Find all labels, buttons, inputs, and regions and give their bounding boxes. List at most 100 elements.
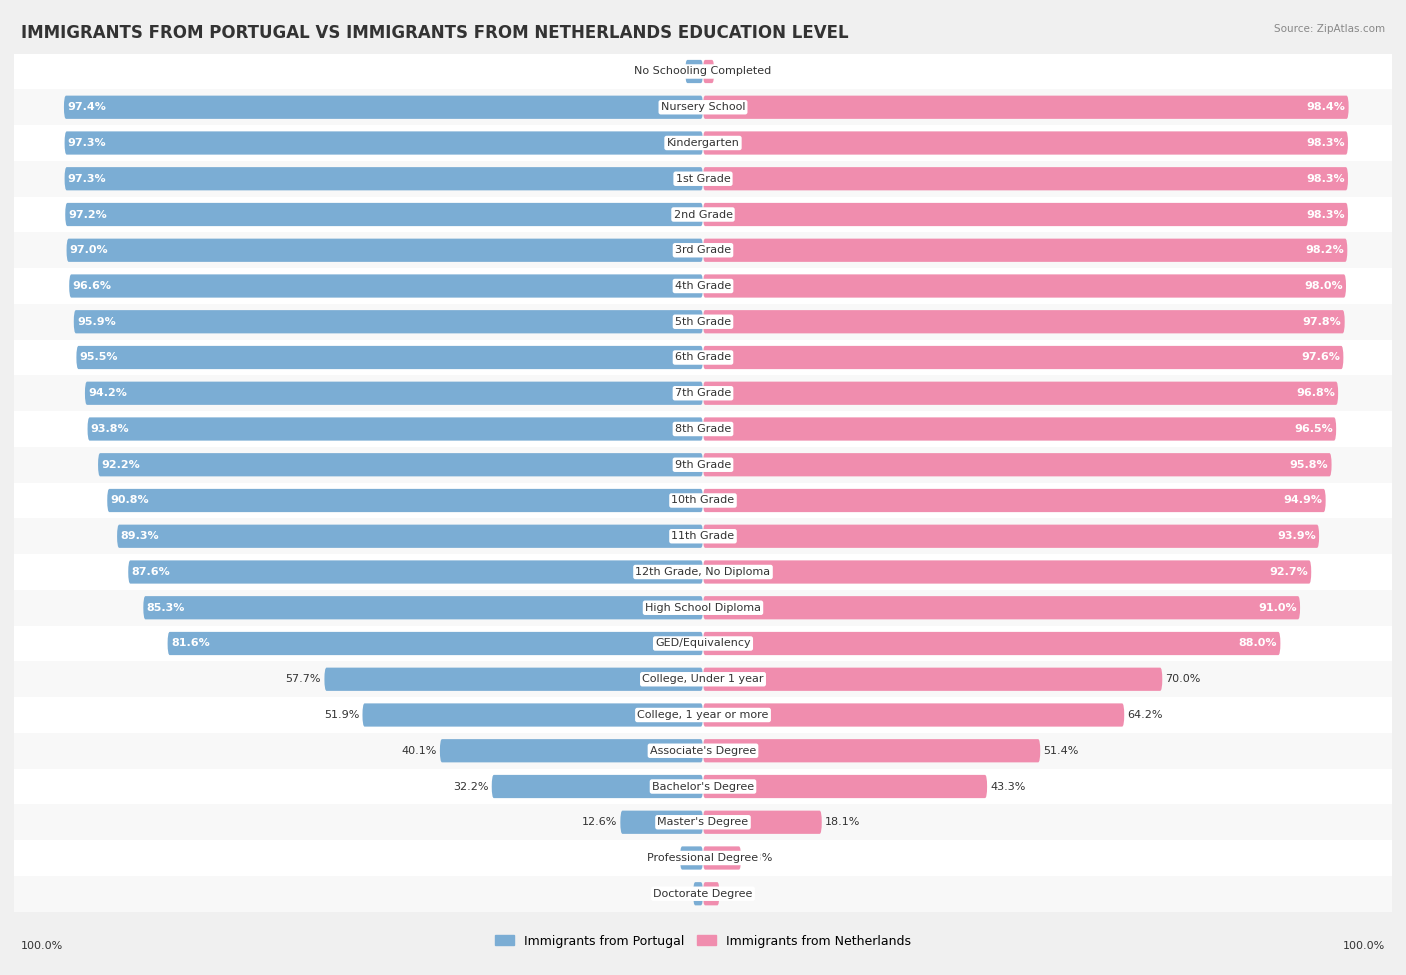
- Text: 6th Grade: 6th Grade: [675, 353, 731, 363]
- Text: 90.8%: 90.8%: [111, 495, 149, 505]
- Text: IMMIGRANTS FROM PORTUGAL VS IMMIGRANTS FROM NETHERLANDS EDUCATION LEVEL: IMMIGRANTS FROM PORTUGAL VS IMMIGRANTS F…: [21, 24, 849, 42]
- Text: 93.9%: 93.9%: [1277, 531, 1316, 541]
- Legend: Immigrants from Portugal, Immigrants from Netherlands: Immigrants from Portugal, Immigrants fro…: [491, 929, 915, 953]
- FancyBboxPatch shape: [681, 846, 703, 870]
- Text: 96.5%: 96.5%: [1294, 424, 1333, 434]
- Text: 12.6%: 12.6%: [582, 817, 617, 827]
- Bar: [14, 447, 1392, 483]
- Bar: [14, 268, 1392, 304]
- Bar: [14, 411, 1392, 447]
- Text: 5th Grade: 5th Grade: [675, 317, 731, 327]
- Bar: [14, 626, 1392, 661]
- Bar: [14, 661, 1392, 697]
- Text: 51.4%: 51.4%: [1043, 746, 1078, 756]
- Text: 97.4%: 97.4%: [67, 102, 105, 112]
- FancyBboxPatch shape: [703, 561, 1312, 584]
- FancyBboxPatch shape: [73, 310, 703, 333]
- FancyBboxPatch shape: [703, 381, 1339, 405]
- Text: 93.8%: 93.8%: [91, 424, 129, 434]
- Text: 64.2%: 64.2%: [1128, 710, 1163, 720]
- Text: 94.9%: 94.9%: [1284, 495, 1323, 505]
- FancyBboxPatch shape: [703, 203, 1348, 226]
- FancyBboxPatch shape: [65, 203, 703, 226]
- Text: 18.1%: 18.1%: [825, 817, 860, 827]
- FancyBboxPatch shape: [703, 525, 1319, 548]
- Text: 98.0%: 98.0%: [1305, 281, 1343, 291]
- Bar: [14, 804, 1392, 840]
- FancyBboxPatch shape: [84, 381, 703, 405]
- Text: 87.6%: 87.6%: [132, 567, 170, 577]
- Text: 1.7%: 1.7%: [717, 66, 745, 76]
- FancyBboxPatch shape: [703, 310, 1344, 333]
- Bar: [14, 697, 1392, 733]
- Text: 95.8%: 95.8%: [1289, 460, 1329, 470]
- FancyBboxPatch shape: [703, 775, 987, 799]
- Text: 97.3%: 97.3%: [67, 174, 107, 183]
- Text: 100.0%: 100.0%: [1343, 941, 1385, 951]
- FancyBboxPatch shape: [703, 59, 714, 83]
- FancyBboxPatch shape: [143, 596, 703, 619]
- Bar: [14, 876, 1392, 912]
- Text: 98.4%: 98.4%: [1306, 102, 1346, 112]
- Text: 89.3%: 89.3%: [121, 531, 159, 541]
- FancyBboxPatch shape: [492, 775, 703, 799]
- Bar: [14, 339, 1392, 375]
- Text: Source: ZipAtlas.com: Source: ZipAtlas.com: [1274, 24, 1385, 34]
- Text: Master's Degree: Master's Degree: [658, 817, 748, 827]
- FancyBboxPatch shape: [703, 132, 1348, 155]
- FancyBboxPatch shape: [128, 561, 703, 584]
- Text: 97.6%: 97.6%: [1301, 353, 1340, 363]
- FancyBboxPatch shape: [440, 739, 703, 762]
- Text: 91.0%: 91.0%: [1258, 603, 1296, 612]
- FancyBboxPatch shape: [69, 274, 703, 297]
- Text: 5.8%: 5.8%: [744, 853, 773, 863]
- Text: College, Under 1 year: College, Under 1 year: [643, 675, 763, 684]
- Text: GED/Equivalency: GED/Equivalency: [655, 639, 751, 648]
- Text: 97.0%: 97.0%: [70, 246, 108, 255]
- FancyBboxPatch shape: [65, 167, 703, 190]
- FancyBboxPatch shape: [685, 59, 703, 83]
- Text: 94.2%: 94.2%: [89, 388, 127, 398]
- Text: 8th Grade: 8th Grade: [675, 424, 731, 434]
- Text: 81.6%: 81.6%: [172, 639, 209, 648]
- Text: 40.1%: 40.1%: [401, 746, 437, 756]
- FancyBboxPatch shape: [703, 703, 1125, 726]
- Bar: [14, 590, 1392, 626]
- FancyBboxPatch shape: [703, 417, 1336, 441]
- FancyBboxPatch shape: [87, 417, 703, 441]
- FancyBboxPatch shape: [703, 239, 1347, 262]
- Bar: [14, 554, 1392, 590]
- Text: 95.5%: 95.5%: [80, 353, 118, 363]
- Bar: [14, 768, 1392, 804]
- FancyBboxPatch shape: [703, 596, 1301, 619]
- Text: Nursery School: Nursery School: [661, 102, 745, 112]
- Bar: [14, 232, 1392, 268]
- FancyBboxPatch shape: [63, 96, 703, 119]
- Bar: [14, 375, 1392, 411]
- Bar: [14, 197, 1392, 232]
- Bar: [14, 125, 1392, 161]
- Text: 32.2%: 32.2%: [453, 782, 488, 792]
- FancyBboxPatch shape: [167, 632, 703, 655]
- Text: No Schooling Completed: No Schooling Completed: [634, 66, 772, 76]
- FancyBboxPatch shape: [703, 882, 720, 906]
- Text: College, 1 year or more: College, 1 year or more: [637, 710, 769, 720]
- Text: 92.2%: 92.2%: [101, 460, 141, 470]
- Text: Associate's Degree: Associate's Degree: [650, 746, 756, 756]
- Bar: [14, 519, 1392, 554]
- FancyBboxPatch shape: [703, 632, 1281, 655]
- Text: 97.2%: 97.2%: [69, 210, 107, 219]
- Text: 85.3%: 85.3%: [146, 603, 186, 612]
- Text: High School Diploma: High School Diploma: [645, 603, 761, 612]
- Text: 7th Grade: 7th Grade: [675, 388, 731, 398]
- FancyBboxPatch shape: [703, 488, 1326, 512]
- Text: 4th Grade: 4th Grade: [675, 281, 731, 291]
- FancyBboxPatch shape: [703, 167, 1348, 190]
- Text: 3.5%: 3.5%: [648, 853, 676, 863]
- Text: 57.7%: 57.7%: [285, 675, 321, 684]
- Bar: [14, 483, 1392, 519]
- Text: 2.5%: 2.5%: [723, 889, 751, 899]
- Text: Professional Degree: Professional Degree: [647, 853, 759, 863]
- Text: 96.6%: 96.6%: [73, 281, 111, 291]
- FancyBboxPatch shape: [703, 668, 1163, 691]
